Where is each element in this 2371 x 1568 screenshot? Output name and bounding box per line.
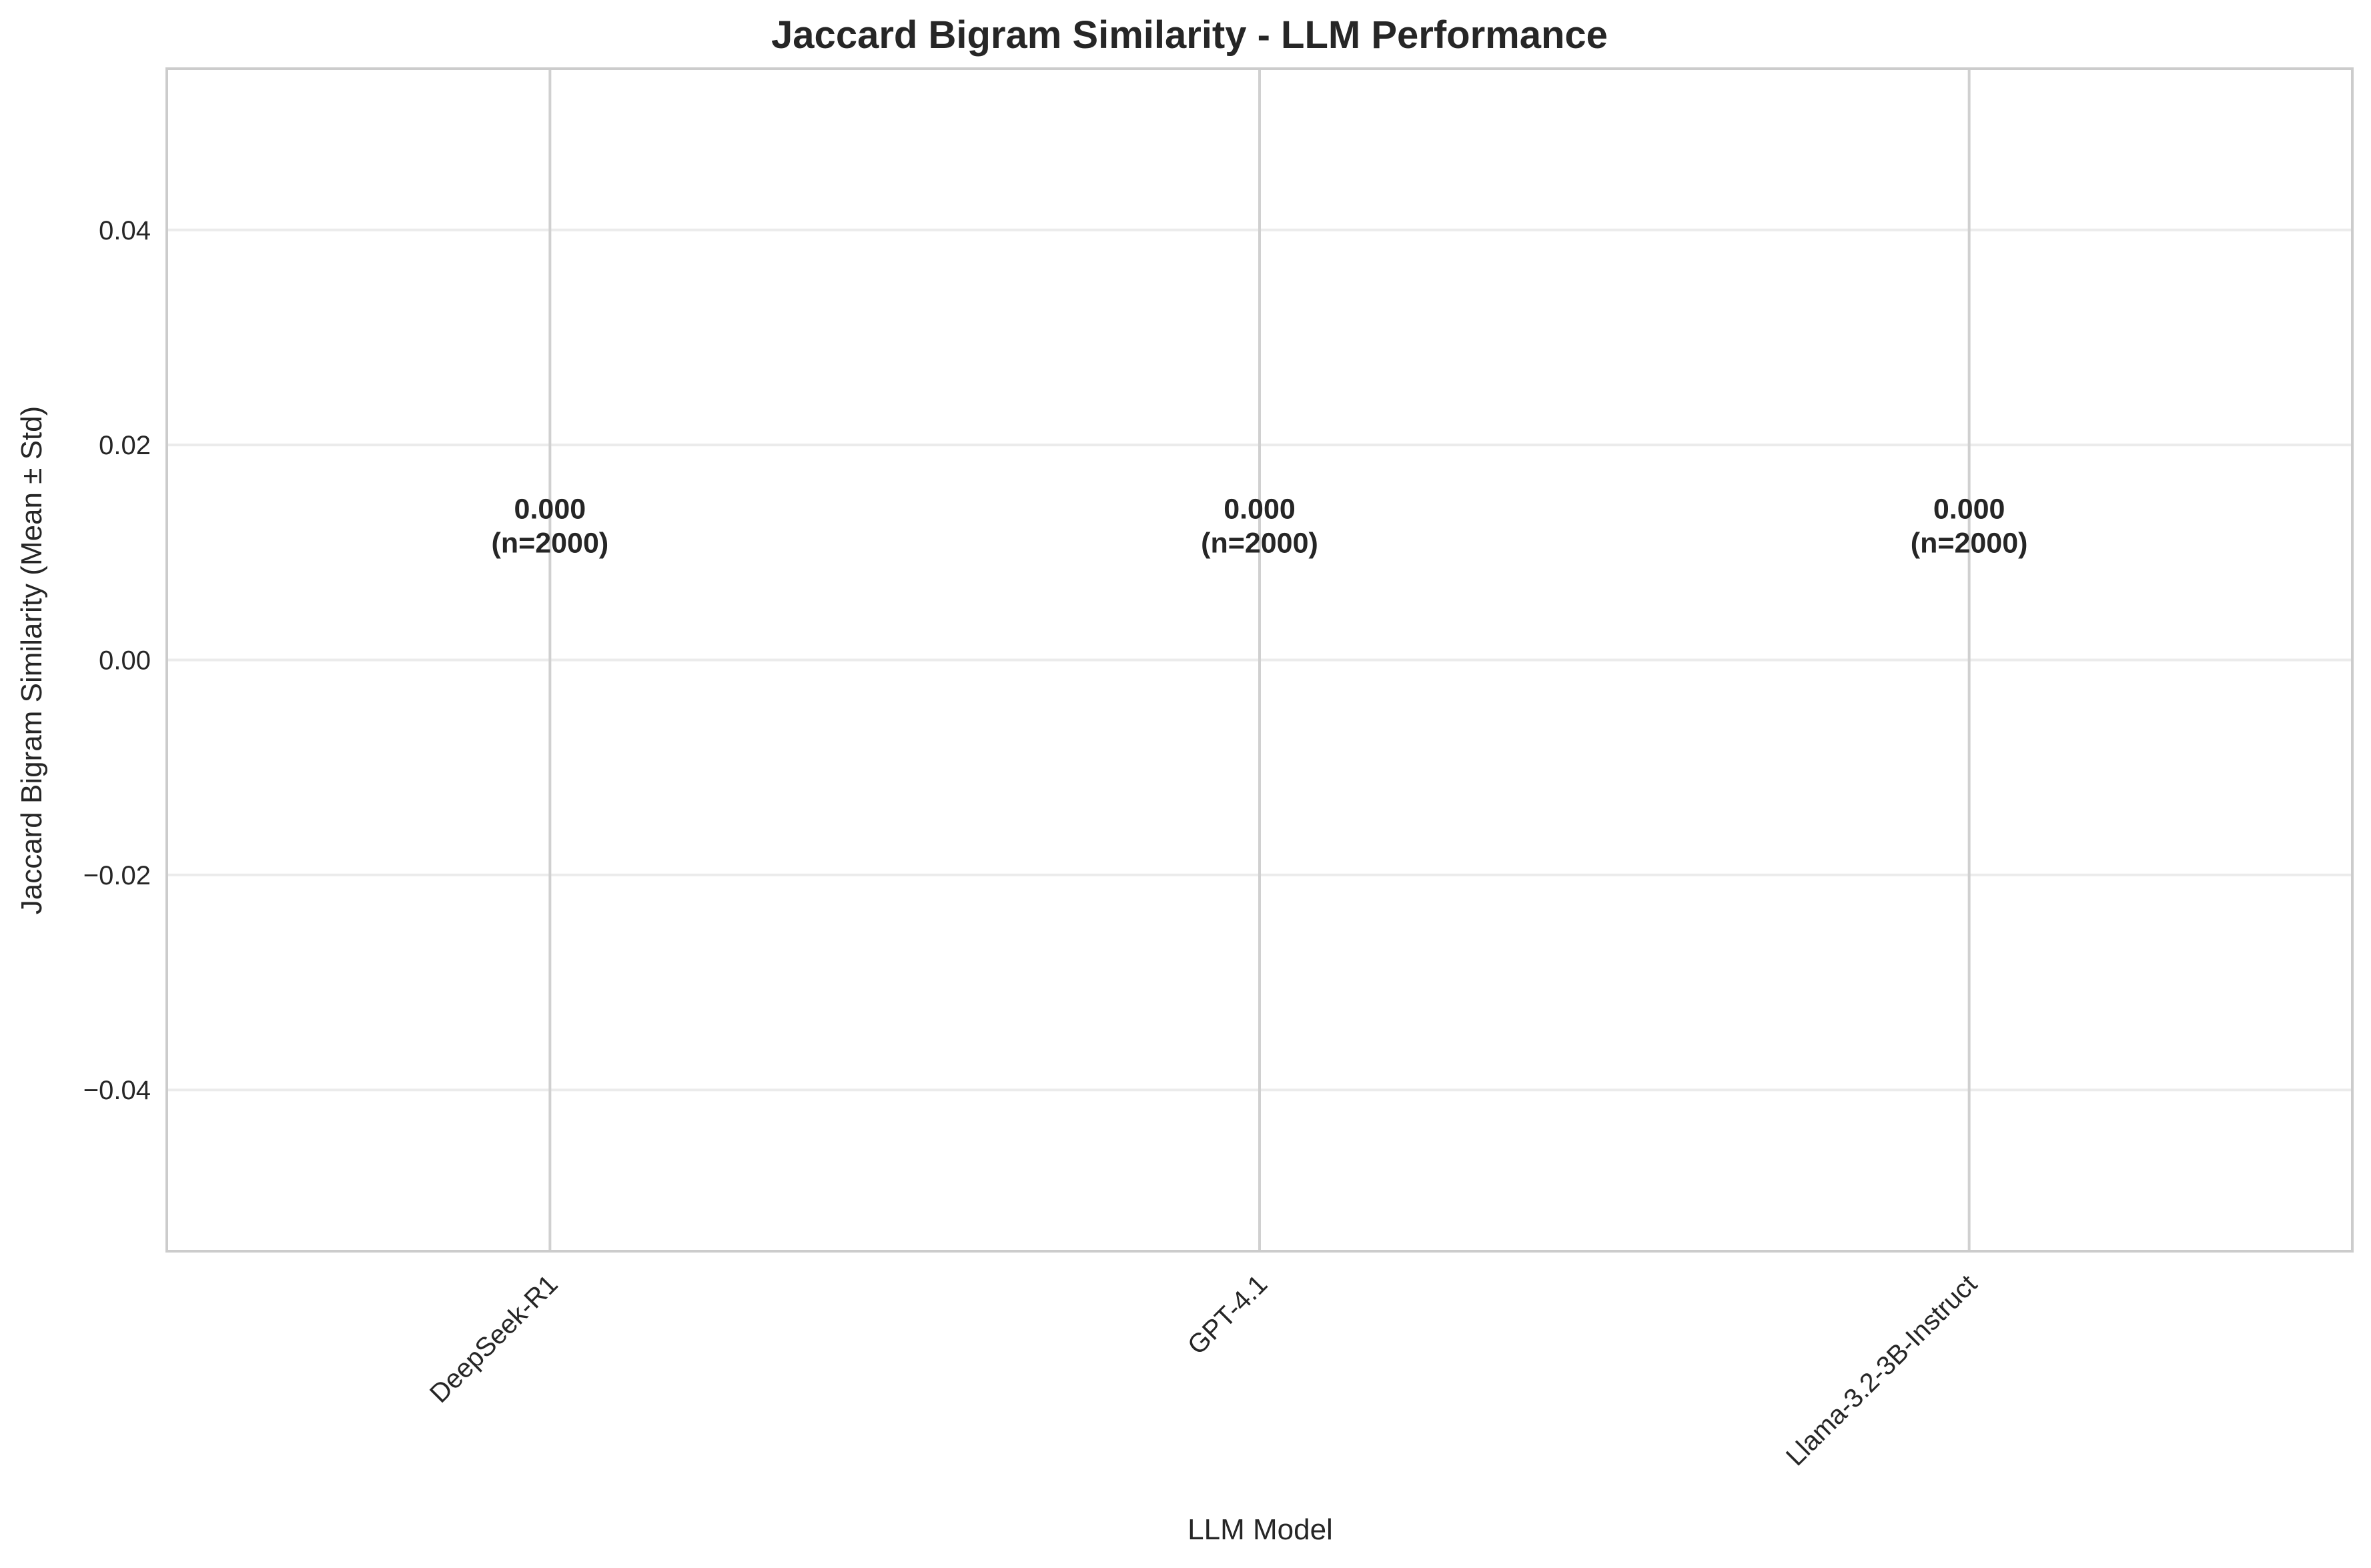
data-label-value: 0.000 (1933, 494, 2005, 526)
data-label-count: (n=2000) (492, 528, 609, 560)
x-tick-label: Llama-3.2-3B-Instruct (1781, 1269, 1983, 1471)
y-tick-label: 0.04 (99, 216, 151, 245)
data-label-count: (n=2000) (1911, 528, 2028, 560)
data-label-count: (n=2000) (1201, 528, 1318, 560)
y-tick-label: −0.02 (83, 861, 151, 890)
y-axis-label: Jaccard Bigram Similarity (Mean ± Std) (15, 406, 48, 915)
y-tick-label: −0.04 (83, 1076, 151, 1105)
data-label-value: 0.000 (1224, 494, 1296, 526)
tick-layer: −0.04 −0.02 0.00 0.02 0.04 DeepSeek-R1 GPT-4.1… (83, 216, 1983, 1472)
grid-layer (167, 69, 2352, 1251)
y-tick-label: 0.02 (99, 431, 151, 460)
plot-frame (165, 67, 2354, 1253)
x-tick-label: GPT-4.1 (1182, 1269, 1273, 1360)
label-layer: 0.000(n=2000)0.000(n=2000)0.000(n=2000) (492, 494, 2028, 560)
y-tick-label: 0.00 (99, 646, 151, 676)
x-axis-label: LLM Model (1188, 1513, 1333, 1546)
data-label-value: 0.000 (514, 494, 586, 526)
x-tick-label: DeepSeek-R1 (424, 1269, 564, 1409)
chart-title: Jaccard Bigram Similarity - LLM Performa… (771, 13, 1608, 57)
